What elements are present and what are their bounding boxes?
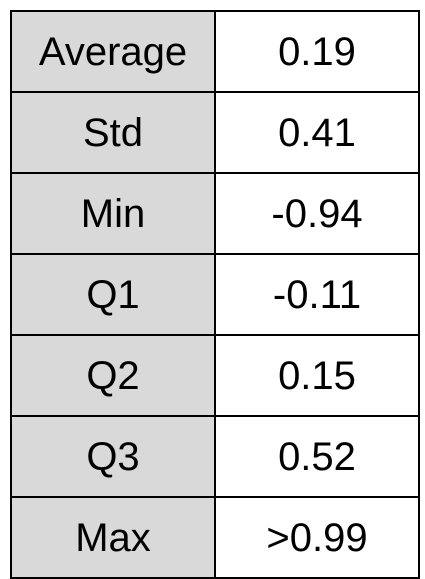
row-label-average: Average <box>10 10 216 93</box>
statistics-table-body: Average 0.19 Std 0.41 Min -0.94 Q1 -0.11… <box>10 10 420 579</box>
statistics-table: Average 0.19 Std 0.41 Min -0.94 Q1 -0.11… <box>10 10 420 579</box>
row-value-q3: 0.52 <box>214 415 420 498</box>
table-row-std: Std 0.41 <box>10 91 420 174</box>
row-label-min: Min <box>10 172 216 255</box>
table-row-min: Min -0.94 <box>10 172 420 255</box>
row-value-q2: 0.15 <box>214 334 420 417</box>
table-row-max: Max >0.99 <box>10 496 420 579</box>
row-label-q1: Q1 <box>10 253 216 336</box>
table-row-average: Average 0.19 <box>10 10 420 93</box>
row-label-q2: Q2 <box>10 334 216 417</box>
row-value-min: -0.94 <box>214 172 420 255</box>
row-value-q1: -0.11 <box>214 253 420 336</box>
row-label-std: Std <box>10 91 216 174</box>
table-row-q2: Q2 0.15 <box>10 334 420 417</box>
row-label-max: Max <box>10 496 216 579</box>
row-value-std: 0.41 <box>214 91 420 174</box>
row-value-max: >0.99 <box>214 496 420 579</box>
table-row-q1: Q1 -0.11 <box>10 253 420 336</box>
row-label-q3: Q3 <box>10 415 216 498</box>
table-row-q3: Q3 0.52 <box>10 415 420 498</box>
row-value-average: 0.19 <box>214 10 420 93</box>
